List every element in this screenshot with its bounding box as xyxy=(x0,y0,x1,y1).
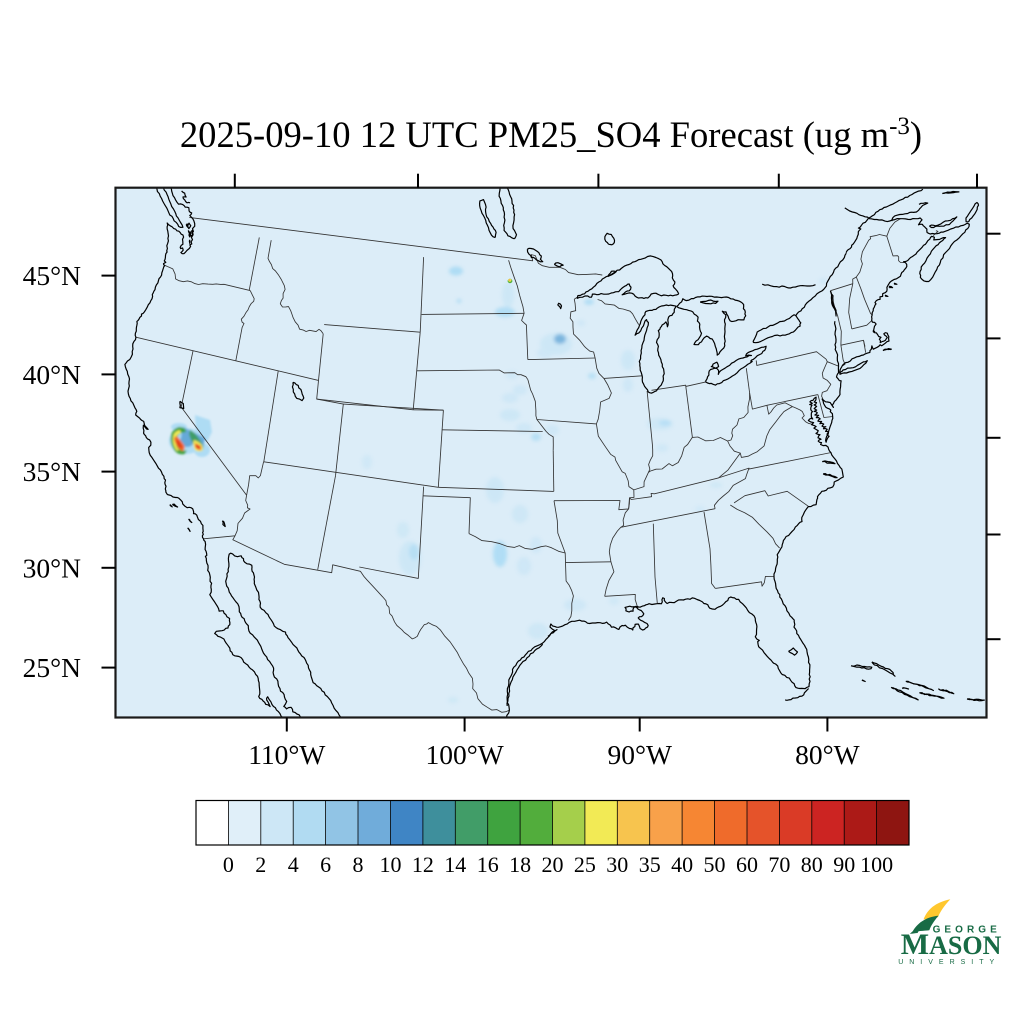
svg-text:45°N: 45°N xyxy=(23,260,81,291)
svg-text:35°N: 35°N xyxy=(23,456,81,487)
svg-text:60: 60 xyxy=(736,852,758,877)
svg-text:40°N: 40°N xyxy=(23,359,81,390)
svg-text:50: 50 xyxy=(704,852,726,877)
svg-text:2: 2 xyxy=(255,852,266,877)
svg-text:25: 25 xyxy=(574,852,596,877)
svg-text:80°W: 80°W xyxy=(795,739,859,770)
svg-text:8: 8 xyxy=(353,852,364,877)
svg-text:16: 16 xyxy=(477,852,499,877)
svg-text:30°N: 30°N xyxy=(23,552,81,583)
svg-text:100: 100 xyxy=(860,852,893,877)
svg-text:10: 10 xyxy=(380,852,402,877)
svg-text:25°N: 25°N xyxy=(23,652,81,683)
svg-text:70: 70 xyxy=(768,852,790,877)
svg-text:90: 90 xyxy=(833,852,855,877)
svg-text:100°W: 100°W xyxy=(425,739,503,770)
svg-text:30: 30 xyxy=(606,852,628,877)
svg-text:14: 14 xyxy=(444,852,466,877)
svg-text:40: 40 xyxy=(671,852,693,877)
svg-text:35: 35 xyxy=(639,852,661,877)
svg-text:2025-09-10 12 UTC PM25_SO4 For: 2025-09-10 12 UTC PM25_SO4 Forecast (ug … xyxy=(180,113,922,155)
svg-text:0: 0 xyxy=(223,852,234,877)
svg-text:20: 20 xyxy=(542,852,564,877)
svg-text:80: 80 xyxy=(801,852,823,877)
svg-text:6: 6 xyxy=(320,852,331,877)
svg-text:MASON: MASON xyxy=(901,928,1002,961)
svg-text:12: 12 xyxy=(412,852,434,877)
svg-text:UNIVERSITY: UNIVERSITY xyxy=(898,959,1000,966)
svg-text:110°W: 110°W xyxy=(248,739,325,770)
svg-text:4: 4 xyxy=(288,852,299,877)
svg-text:90°W: 90°W xyxy=(607,739,671,770)
svg-text:GEORGE: GEORGE xyxy=(933,924,1001,935)
svg-text:18: 18 xyxy=(509,852,531,877)
